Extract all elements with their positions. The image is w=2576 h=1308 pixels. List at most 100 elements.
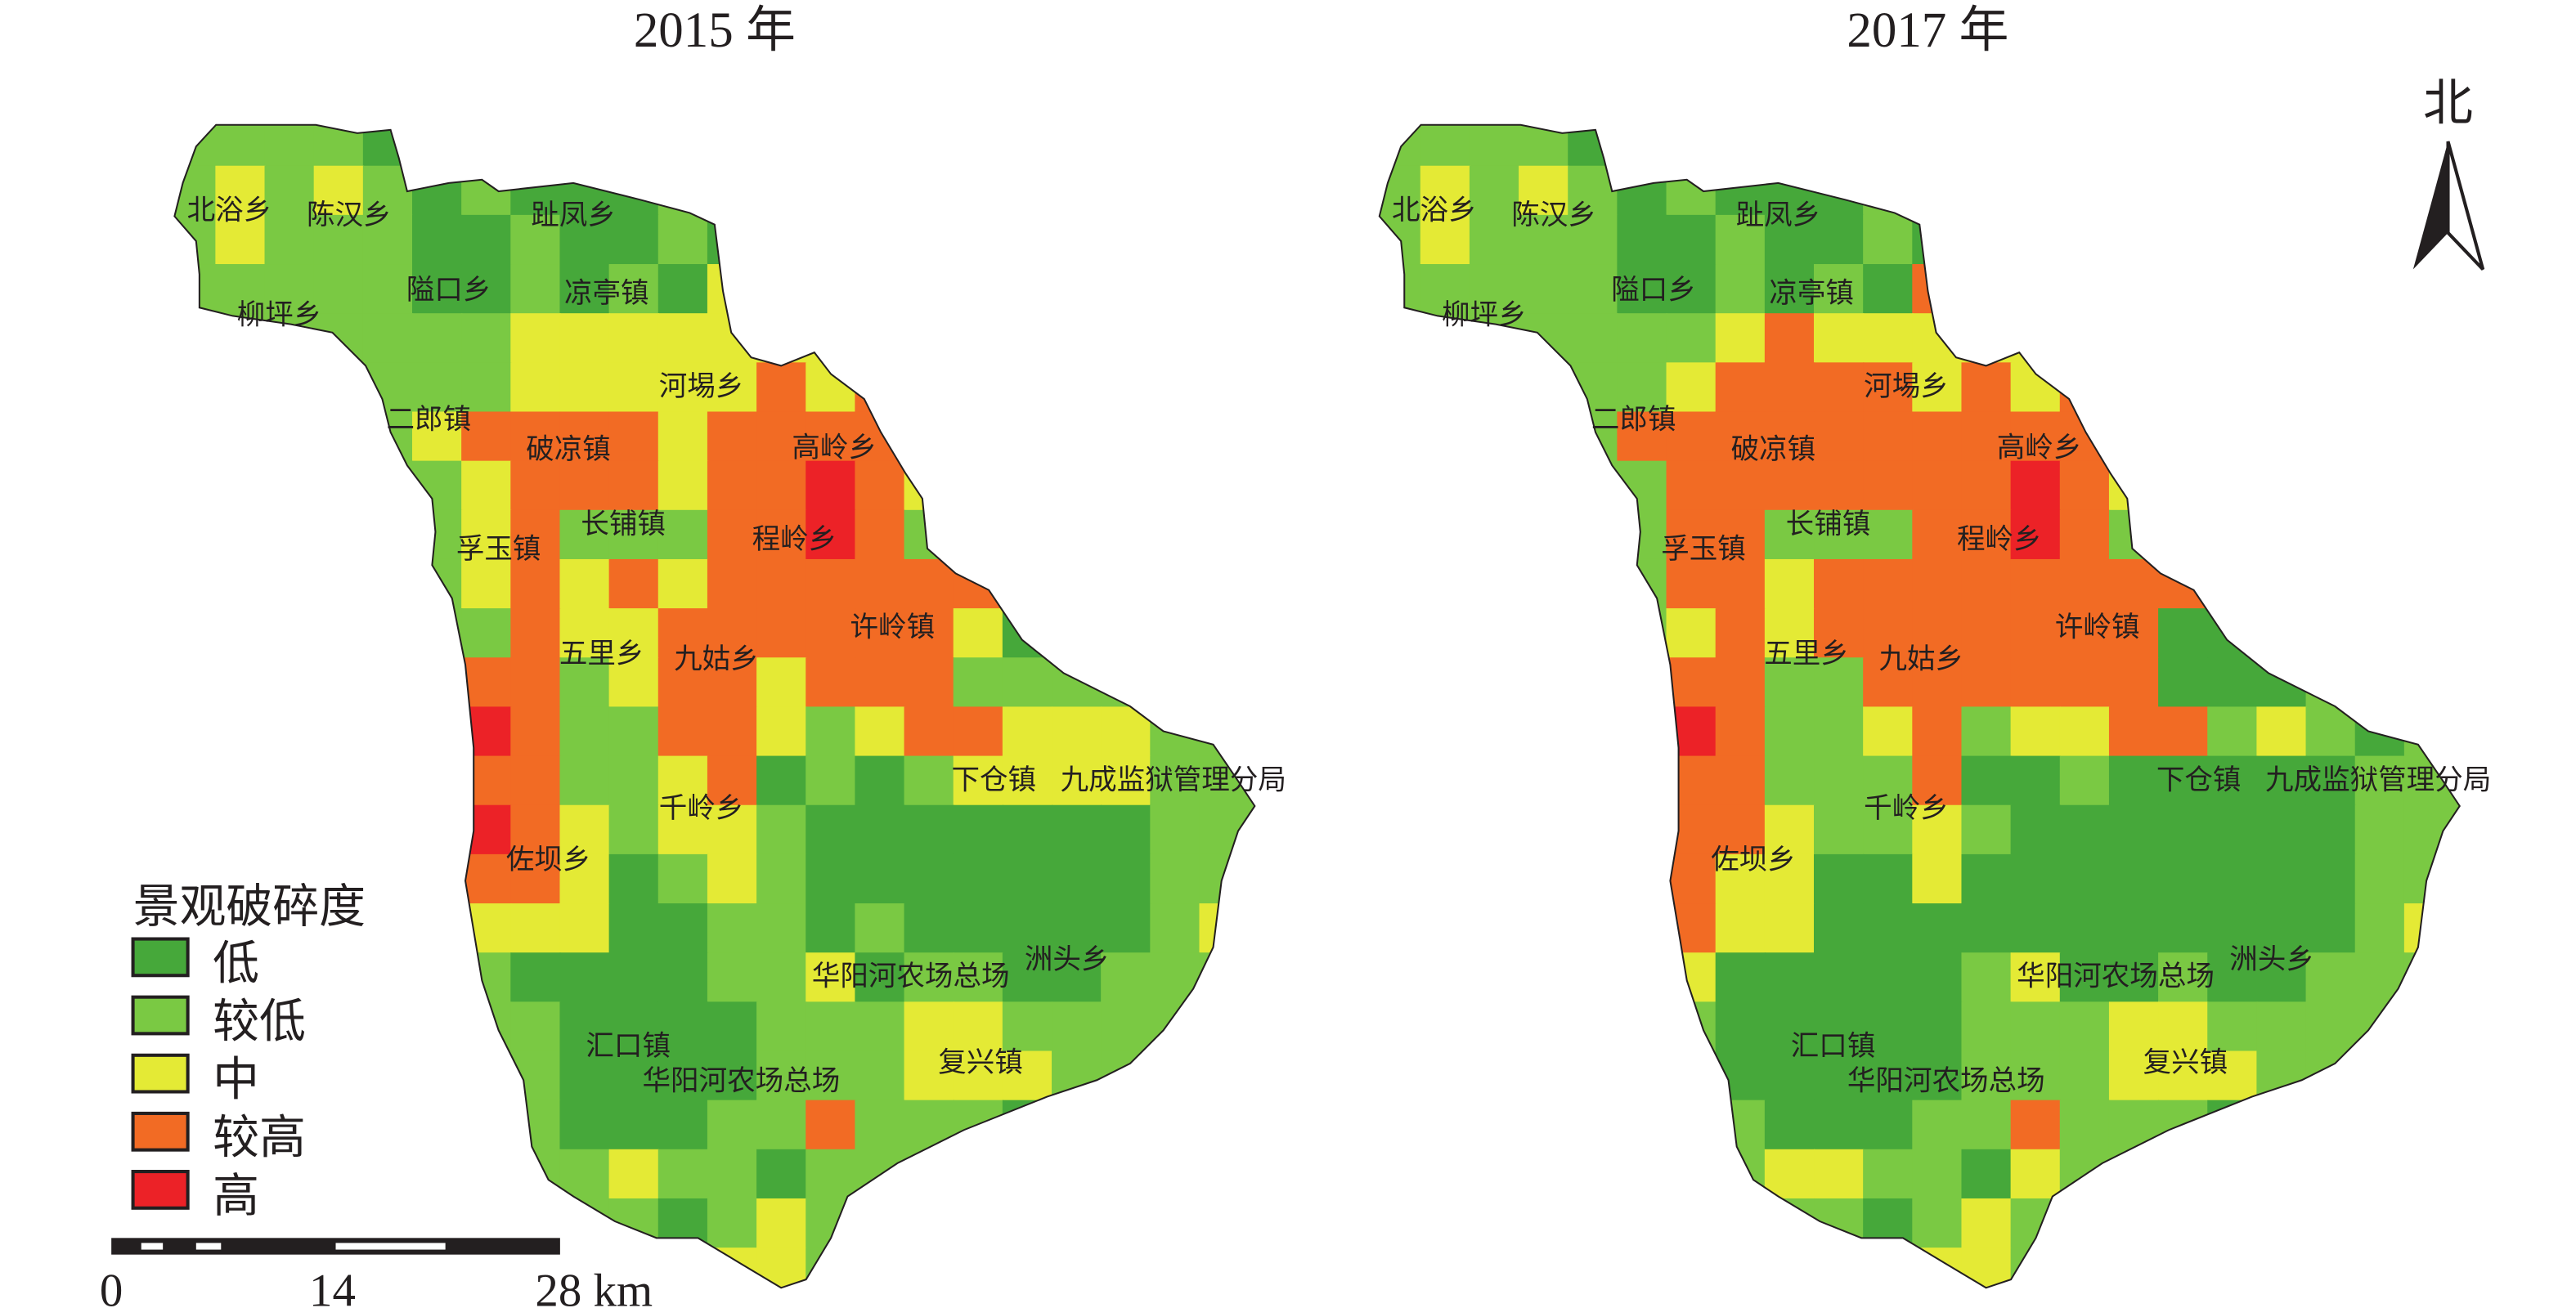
raster-cell — [1666, 1248, 1717, 1288]
raster-cell — [2305, 509, 2356, 561]
raster-cell — [1764, 804, 1815, 856]
raster-cell — [2453, 657, 2460, 708]
raster-cell — [1617, 1198, 1667, 1249]
raster-cell — [510, 952, 561, 1003]
raster-cell — [1379, 853, 1421, 905]
raster-cell — [1469, 1050, 1520, 1101]
raster-cell — [2403, 608, 2455, 659]
raster-cell — [1379, 362, 1421, 413]
raster-cell — [559, 1149, 610, 1200]
raster-cell — [1715, 1050, 1766, 1101]
raster-cell — [1101, 1248, 1151, 1288]
raster-cell — [1961, 558, 2012, 610]
raster-cell — [264, 460, 315, 512]
raster-cell — [264, 362, 315, 413]
raster-cell — [215, 804, 266, 856]
raster-cell — [559, 214, 610, 266]
raster-cell — [2010, 509, 2061, 561]
raster-cell — [2207, 853, 2258, 905]
raster-cell — [756, 903, 807, 954]
raster-cell — [1002, 124, 1053, 167]
raster-cell — [1912, 608, 1963, 659]
raster-cell — [2158, 165, 2209, 217]
raster-cell — [2502, 313, 2552, 363]
raster-cell — [1150, 411, 1200, 462]
raster-cell — [362, 1149, 414, 1200]
raster-cell — [2158, 362, 2209, 413]
raster-cell — [1961, 952, 2012, 1003]
raster-cell — [855, 1248, 905, 1288]
raster-cell — [756, 124, 807, 167]
raster-cell — [2453, 313, 2460, 364]
raster-cell — [855, 706, 905, 757]
place-label: 破凉镇 — [1731, 433, 1816, 466]
legend-swatch — [131, 937, 190, 978]
raster-cell — [1002, 853, 1053, 905]
raster-cell — [707, 165, 758, 217]
raster-cell — [1764, 657, 1815, 708]
raster-cell — [1420, 903, 1471, 954]
raster-cell — [2256, 362, 2307, 413]
raster-cell — [1469, 608, 1520, 659]
raster-cell — [1863, 657, 1914, 708]
raster-cell — [953, 124, 1004, 167]
raster-cell — [657, 264, 709, 315]
raster-cell — [1199, 124, 1250, 167]
raster-cell — [1101, 853, 1151, 905]
raster-cell — [1961, 804, 2012, 856]
raster-cell — [2305, 755, 2356, 806]
raster-cell — [2207, 804, 2258, 856]
raster-cell — [1248, 1050, 1255, 1101]
raster-cell — [1617, 411, 1667, 462]
raster-cell — [1469, 853, 1520, 905]
raster-cell — [2207, 1297, 2257, 1308]
raster-cell — [1101, 1050, 1151, 1101]
raster-cell — [1863, 362, 1914, 413]
raster-cell — [264, 755, 315, 806]
raster-cell — [1666, 903, 1717, 954]
raster-cell — [1379, 1149, 1421, 1200]
raster-cell — [2010, 657, 2061, 708]
raster-cell — [1248, 1198, 1255, 1249]
raster-cell — [1666, 1198, 1717, 1249]
raster-cell — [855, 214, 905, 266]
raster-cell — [1715, 903, 1766, 954]
raster-cell — [1199, 313, 1250, 364]
raster-cell — [707, 362, 758, 413]
raster-cell — [1912, 1198, 1963, 1249]
place-label: 柳坪乡 — [237, 299, 322, 332]
raster-cell — [1814, 362, 1865, 413]
scale-tick-28: 28 km — [535, 1265, 653, 1308]
raster-cell — [1420, 558, 1471, 610]
raster-cell — [1961, 853, 2012, 905]
raster-cell — [1666, 264, 1717, 315]
raster-cell — [806, 1050, 856, 1101]
raster-cell — [1199, 903, 1250, 954]
raster-cell — [559, 657, 610, 708]
raster-cell — [1298, 1297, 1348, 1308]
raster-cell — [855, 1050, 905, 1101]
place-label: 汇口镇 — [586, 1030, 671, 1063]
raster-cell — [1298, 1100, 1348, 1150]
raster-cell — [559, 952, 610, 1003]
raster-cell — [657, 755, 709, 806]
raster-cell — [264, 124, 315, 167]
raster-cell — [1863, 460, 1914, 512]
raster-cell — [1715, 755, 1766, 806]
raster-cell — [2010, 706, 2061, 757]
raster-cell — [412, 509, 463, 561]
raster-cell — [756, 952, 807, 1003]
raster-cell — [1617, 1050, 1667, 1101]
raster-cell — [559, 853, 610, 905]
raster-cell — [313, 755, 365, 806]
raster-cell — [1863, 1100, 1914, 1151]
raster-cell — [707, 755, 758, 806]
raster-cell — [2158, 608, 2209, 659]
raster-cell — [1961, 1248, 2012, 1288]
raster-cell — [1863, 1248, 1914, 1288]
raster-cell — [2354, 804, 2406, 856]
raster-cell — [657, 1198, 709, 1249]
raster-cell — [953, 1149, 1004, 1200]
raster-cell — [806, 264, 856, 315]
